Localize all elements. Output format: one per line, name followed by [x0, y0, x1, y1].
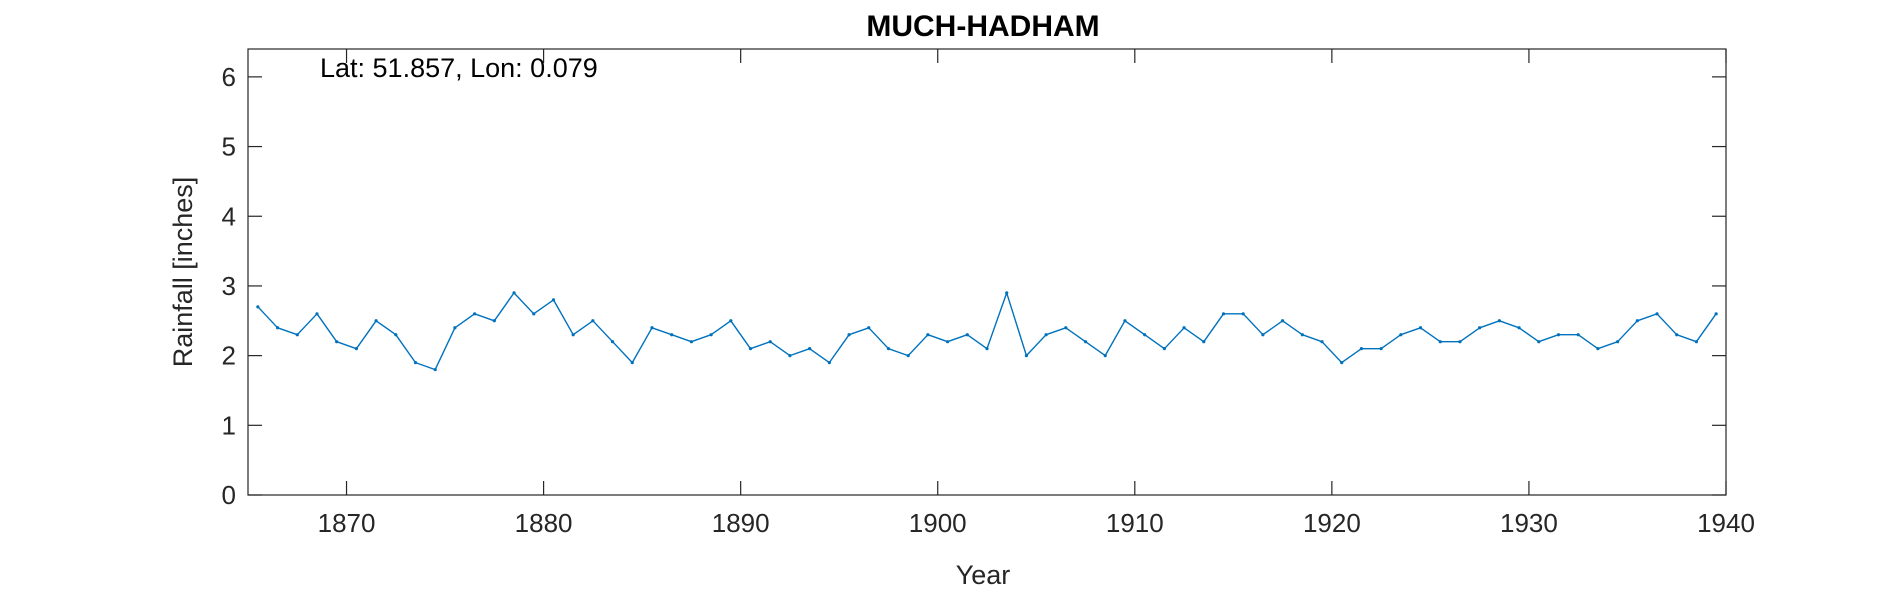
x-tick-label: 1920	[1303, 508, 1361, 538]
data-point	[1064, 326, 1068, 330]
data-points	[256, 291, 1718, 372]
data-point	[1576, 333, 1580, 337]
data-point	[1202, 340, 1206, 344]
data-point	[847, 333, 851, 337]
data-point	[709, 333, 713, 337]
data-point	[571, 333, 575, 337]
data-point	[650, 326, 654, 330]
data-point	[335, 340, 339, 344]
y-tick-label: 4	[222, 201, 236, 231]
data-point	[433, 367, 437, 372]
x-axis-label: Year	[956, 560, 1011, 590]
data-point	[1556, 333, 1561, 337]
y-tick-label: 1	[222, 410, 236, 440]
data-point	[1044, 333, 1048, 337]
x-tick-label: 1880	[515, 508, 573, 538]
data-point	[1221, 312, 1226, 316]
data-point	[473, 312, 477, 316]
data-point	[591, 319, 595, 323]
data-point	[1616, 340, 1620, 344]
data-point	[551, 298, 556, 302]
y-tick-label: 3	[222, 271, 236, 301]
data-point	[1458, 340, 1462, 344]
data-point	[1596, 347, 1600, 351]
data-point	[926, 333, 930, 337]
data-point	[1517, 326, 1521, 330]
data-point	[1005, 291, 1009, 295]
data-point	[1655, 312, 1659, 316]
chart-title: MUCH-HADHAM	[866, 10, 1099, 43]
data-point	[729, 319, 733, 323]
data-point	[1694, 340, 1699, 344]
x-tick-label: 1910	[1106, 508, 1164, 538]
data-point	[512, 291, 516, 295]
y-axis-label: Rainfall [inches]	[168, 177, 198, 368]
data-point	[1162, 347, 1166, 351]
data-point	[906, 354, 910, 358]
data-point	[827, 360, 831, 365]
data-point	[1083, 340, 1088, 344]
data-point	[670, 333, 674, 337]
data-point	[492, 319, 496, 323]
data-point	[453, 326, 457, 330]
data-point	[886, 347, 891, 351]
plot-area	[247, 48, 1727, 496]
data-point	[295, 333, 299, 337]
y-tick-label: 5	[222, 132, 236, 162]
data-point	[394, 333, 398, 337]
y-tick-label: 2	[222, 341, 236, 371]
data-point	[768, 340, 772, 344]
data-point	[1399, 333, 1403, 337]
data-point	[1024, 354, 1029, 358]
data-point	[1340, 360, 1344, 365]
data-point	[808, 347, 812, 351]
data-point	[985, 347, 989, 351]
data-point	[945, 340, 950, 344]
data-point	[315, 312, 319, 316]
data-point	[867, 326, 871, 330]
data-point	[630, 360, 634, 365]
data-point	[1635, 319, 1639, 323]
location-annotation: Lat: 51.857, Lon: 0.079	[320, 53, 598, 83]
data-point	[1182, 326, 1186, 330]
data-point	[1438, 340, 1442, 344]
data-point	[1103, 354, 1107, 358]
data-point	[788, 354, 792, 358]
data-point	[374, 319, 378, 323]
data-point	[1359, 347, 1364, 351]
data-point	[1241, 312, 1245, 316]
x-tick-label: 1940	[1697, 508, 1755, 538]
data-point	[1537, 340, 1541, 344]
data-point	[610, 340, 615, 344]
y-tick-label: 0	[222, 480, 236, 510]
data-point	[1379, 347, 1383, 351]
data-point	[256, 305, 260, 309]
x-axis: 1870 1880 1890 1900 1910 1920 1930 1940	[318, 49, 1755, 538]
data-point	[1143, 333, 1147, 337]
x-tick-label: 1930	[1500, 508, 1558, 538]
x-tick-label: 1900	[909, 508, 967, 538]
data-point	[1478, 326, 1482, 330]
data-point	[1418, 326, 1423, 330]
x-tick-label: 1890	[712, 508, 770, 538]
data-point	[354, 347, 358, 351]
data-point	[275, 326, 280, 330]
y-axis: 0 1 2 3 4 5 6	[222, 62, 1726, 510]
data-point	[1497, 319, 1501, 323]
data-point	[1714, 312, 1718, 316]
data-point	[1320, 340, 1324, 344]
data-point	[1281, 319, 1285, 323]
data-point	[413, 360, 418, 365]
data-point	[1261, 333, 1265, 337]
x-tick-label: 1870	[318, 508, 376, 538]
data-point	[1300, 333, 1304, 337]
data-point	[1123, 319, 1127, 323]
y-tick-label: 6	[222, 62, 236, 92]
data-point	[965, 333, 969, 337]
data-point	[1675, 333, 1679, 337]
data-point	[532, 312, 536, 316]
data-point	[748, 347, 753, 351]
data-point	[689, 340, 694, 344]
